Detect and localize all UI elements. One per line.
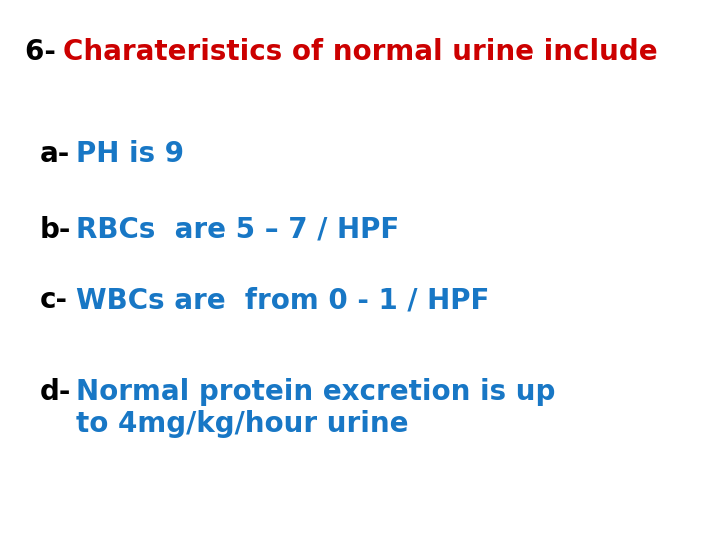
Text: d-: d- xyxy=(40,378,71,406)
Text: Normal protein excretion is up
to 4mg/kg/hour urine: Normal protein excretion is up to 4mg/kg… xyxy=(76,378,555,438)
Text: PH is 9: PH is 9 xyxy=(76,140,184,168)
Text: 6-: 6- xyxy=(25,38,66,66)
Text: Charateristics of normal urine include: Charateristics of normal urine include xyxy=(63,38,658,66)
Text: a-: a- xyxy=(40,140,70,168)
Text: c-: c- xyxy=(40,286,68,314)
Text: WBCs are  from 0 - 1 / HPF: WBCs are from 0 - 1 / HPF xyxy=(76,286,489,314)
Text: RBCs  are 5 – 7 / HPF: RBCs are 5 – 7 / HPF xyxy=(76,216,399,244)
Text: b-: b- xyxy=(40,216,71,244)
